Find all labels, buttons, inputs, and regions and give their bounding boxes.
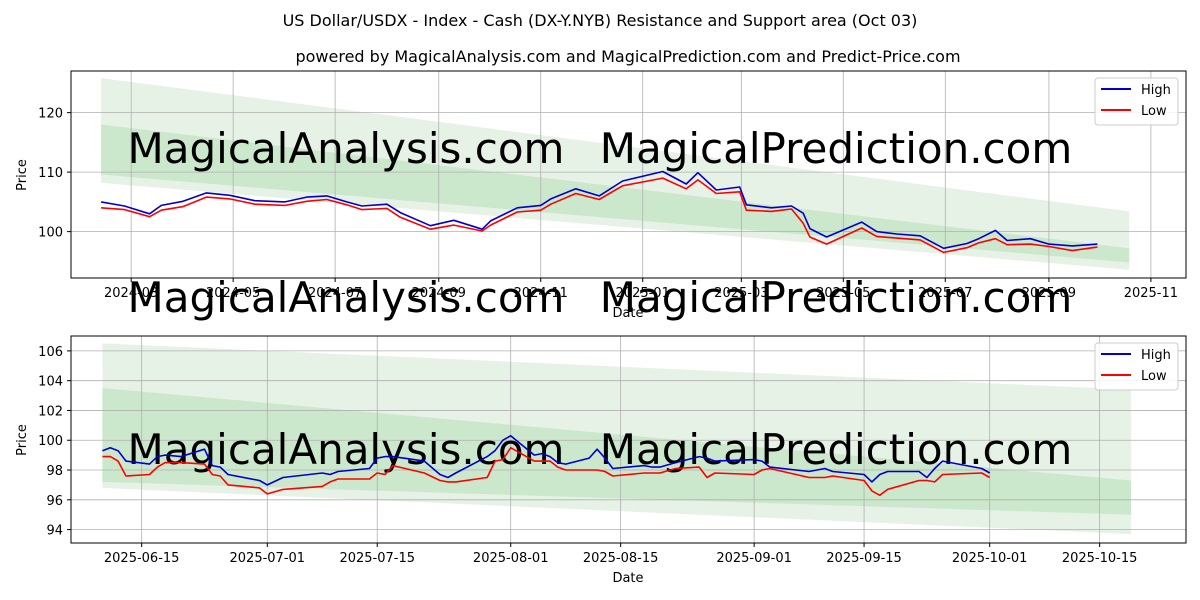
y-tick-label: 100 bbox=[38, 226, 63, 241]
watermark-prediction-2: MagicalPrediction.com bbox=[600, 425, 1073, 474]
bottom-chart-x-axis-label: Date bbox=[612, 571, 643, 586]
top-chart-y-axis-label: Price bbox=[15, 159, 30, 191]
legend-low-label: Low bbox=[1141, 369, 1167, 384]
x-tick-label: 2024-09 bbox=[412, 286, 466, 301]
watermark-analysis: MagicalAnalysis.com bbox=[128, 124, 565, 173]
x-tick-label: 2024-03 bbox=[104, 286, 158, 301]
top-chart-y-ticks: 100 110 120 bbox=[38, 107, 71, 241]
x-tick-label: 2025-10-15 bbox=[1062, 551, 1138, 566]
y-tick-label: 110 bbox=[38, 166, 63, 181]
chart-title: US Dollar/USDX - Index - Cash (DX-Y.NYB)… bbox=[283, 11, 918, 30]
x-tick-label: 2025-07 bbox=[918, 286, 972, 301]
x-tick-label: 2025-09-01 bbox=[716, 551, 792, 566]
legend-high-label: High bbox=[1141, 348, 1171, 363]
bottom-chart-y-axis-label: Price bbox=[15, 424, 30, 456]
x-tick-label: 2025-06-15 bbox=[104, 551, 180, 566]
band-inner bbox=[102, 388, 1131, 515]
top-chart-lines bbox=[100, 170, 1098, 254]
y-tick-label: 106 bbox=[38, 345, 63, 360]
series-high-line bbox=[100, 170, 1098, 250]
legend-high-label: High bbox=[1141, 83, 1171, 98]
series-low-line bbox=[102, 446, 991, 497]
watermark-analysis-lower: MagicalAnalysis.com bbox=[128, 273, 565, 322]
y-tick-label: 120 bbox=[38, 107, 63, 122]
y-tick-label: 100 bbox=[38, 434, 63, 449]
x-tick-label: 2025-01 bbox=[616, 286, 670, 301]
series-low-line bbox=[101, 177, 1098, 254]
legend-low-label: Low bbox=[1141, 104, 1167, 119]
x-tick-label: 2025-08-01 bbox=[473, 551, 549, 566]
x-tick-label: 2024-07 bbox=[308, 286, 362, 301]
watermark-prediction-lower: MagicalPrediction.com bbox=[600, 273, 1073, 322]
x-tick-label: 2024-11 bbox=[514, 286, 568, 301]
x-tick-label: 2025-09-15 bbox=[826, 551, 902, 566]
bottom-chart-y-ticks: 94 96 98 100 102 104 106 bbox=[38, 345, 71, 539]
y-tick-label: 98 bbox=[46, 464, 63, 479]
series-high-line bbox=[102, 434, 991, 486]
x-tick-label: 2025-09 bbox=[1022, 286, 1076, 301]
bottom-chart-x-ticks: 2025-06-15 2025-07-01 2025-07-15 2025-08-01… bbox=[104, 543, 1138, 566]
bottom-chart-legend: High Low bbox=[1094, 342, 1179, 391]
top-chart-legend: High Low bbox=[1094, 77, 1179, 126]
top-chart-panel: MagicalAnalysis.com MagicalPrediction.co… bbox=[15, 70, 1187, 322]
y-tick-label: 104 bbox=[38, 375, 63, 390]
chart-subtitle: powered by MagicalAnalysis.com and Magic… bbox=[295, 47, 960, 66]
watermark-analysis-2: MagicalAnalysis.com bbox=[128, 425, 565, 474]
x-tick-label: 2025-05 bbox=[816, 286, 870, 301]
x-tick-label: 2025-10-01 bbox=[952, 551, 1028, 566]
top-chart-frame bbox=[70, 70, 1187, 279]
x-tick-label: 2025-11 bbox=[1124, 286, 1178, 301]
bottom-chart-grid bbox=[71, 336, 1186, 543]
top-chart-watermark: MagicalAnalysis.com MagicalPrediction.co… bbox=[128, 124, 1073, 322]
bottom-chart-panel: MagicalAnalysis.com MagicalPrediction.co… bbox=[15, 335, 1187, 586]
bottom-chart-watermark: MagicalAnalysis.com MagicalPrediction.co… bbox=[128, 425, 1073, 474]
x-tick-label: 2025-03 bbox=[714, 286, 768, 301]
x-tick-label: 2025-07-01 bbox=[230, 551, 306, 566]
x-tick-label: 2025-07-15 bbox=[339, 551, 415, 566]
bottom-chart-frame bbox=[70, 335, 1187, 544]
x-tick-label: 2025-08-15 bbox=[583, 551, 659, 566]
watermark-prediction: MagicalPrediction.com bbox=[600, 124, 1073, 173]
bottom-chart-bands bbox=[102, 343, 1131, 535]
y-tick-label: 102 bbox=[38, 404, 63, 419]
x-tick-label: 2024-05 bbox=[206, 286, 260, 301]
bottom-chart-lines bbox=[102, 434, 991, 497]
top-chart-grid bbox=[71, 71, 1186, 278]
top-chart-x-ticks: 2024-03 2024-05 2024-07 2024-09 2024-11 2025-… bbox=[104, 278, 1178, 301]
top-chart-x-axis-label: Date bbox=[612, 306, 643, 321]
y-tick-label: 96 bbox=[46, 494, 63, 509]
y-tick-label: 94 bbox=[46, 524, 63, 539]
